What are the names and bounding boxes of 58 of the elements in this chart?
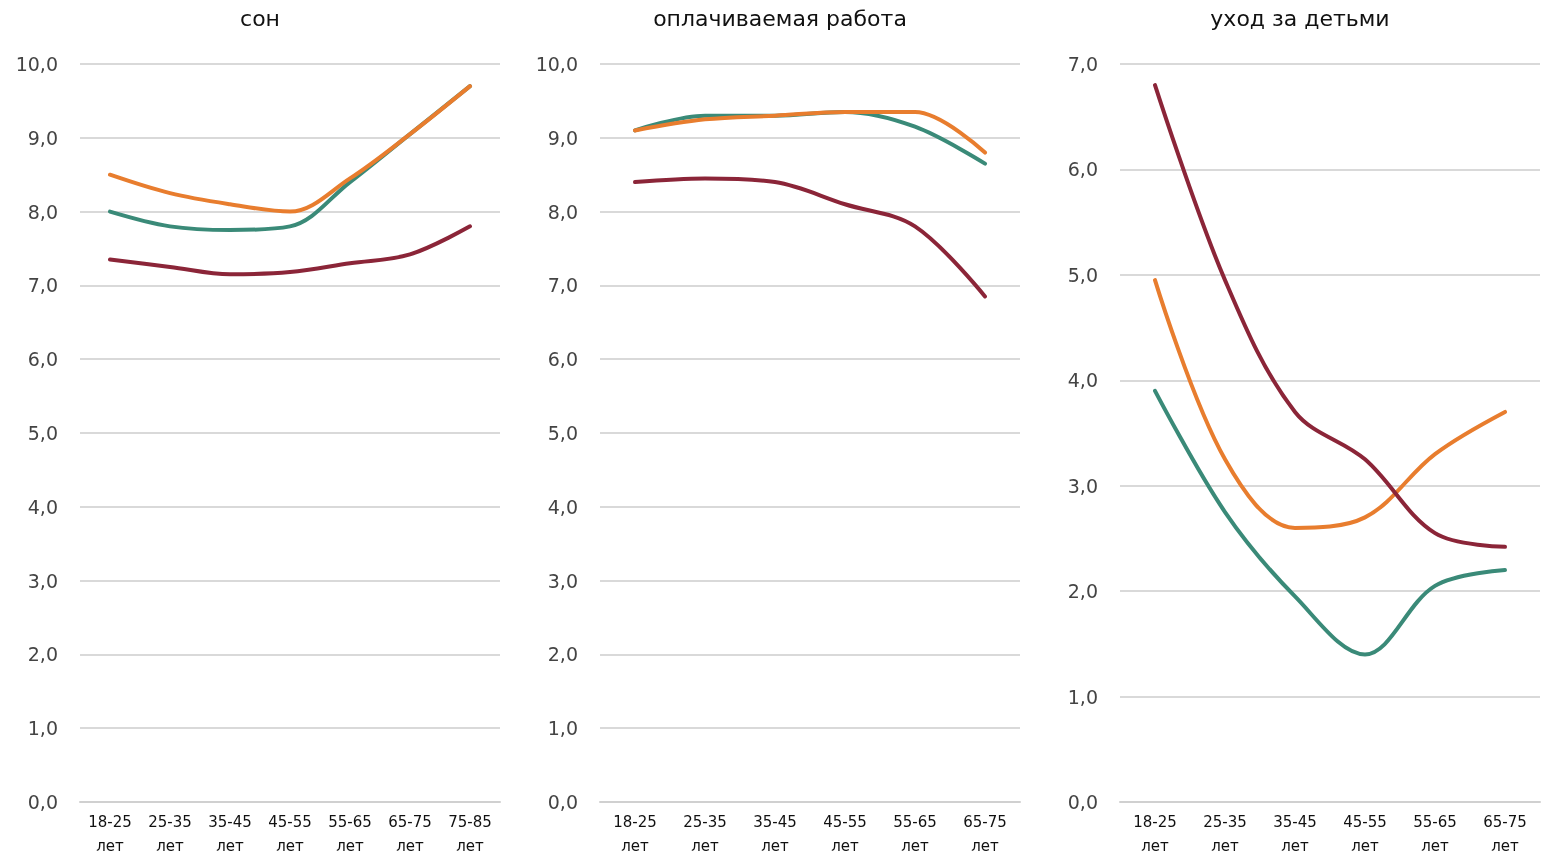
y-tick-label: 6,0: [27, 348, 58, 371]
y-tick-label: 0,0: [1067, 791, 1098, 813]
x-tick-label: 65-75 лет: [963, 813, 1007, 855]
x-tick-label: 55-65 лет: [893, 813, 937, 855]
chart-title: сон: [240, 5, 280, 31]
y-tick-label: 6,0: [547, 348, 578, 371]
line-series: [1153, 388, 1507, 657]
x-tick-label: 65-75 лет: [388, 813, 432, 855]
y-tick-label: 5,0: [547, 422, 578, 444]
y-tick-label: 3,0: [1067, 474, 1098, 497]
x-tick-label: 18-25 лет: [613, 813, 657, 855]
y-tick-label: 10,0: [15, 53, 58, 75]
line-series: [108, 224, 472, 277]
x-tick-label: 35-45 лет: [208, 813, 252, 855]
x-tick-label: 18-25 лет: [88, 813, 132, 855]
y-tick-label: 5,0: [1067, 263, 1098, 286]
y-tick-label: 0,0: [547, 791, 578, 813]
line-series: [1153, 278, 1507, 530]
line-series: [633, 109, 987, 155]
line-series: [1153, 83, 1507, 549]
y-tick-label: 1,0: [1067, 685, 1098, 708]
chart-title: оплачиваемая работа: [653, 5, 907, 31]
x-tick-label: 55-65 лет: [328, 813, 372, 855]
x-tick-label: 45-55 лет: [823, 813, 867, 855]
x-tick-label: 45-55 лет: [1343, 813, 1387, 855]
x-tick-label: 45-55 лет: [268, 813, 312, 855]
y-tick-label: 3,0: [547, 569, 578, 592]
x-tick-label: 25-35 лет: [683, 813, 727, 855]
x-tick-label: 25-35 лет: [148, 813, 192, 855]
x-tick-label: 55-65 лет: [1413, 813, 1457, 855]
x-tick-label: 35-45 лет: [1273, 813, 1317, 855]
line-series: [633, 176, 987, 299]
x-tick-label: 35-45 лет: [753, 813, 797, 855]
y-tick-label: 9,0: [547, 126, 578, 149]
x-tick-label: 75-85 лет: [448, 813, 492, 855]
y-tick-label: 4,0: [547, 495, 578, 518]
y-tick-label: 2,0: [547, 643, 578, 666]
x-tick-label: 18-25 лет: [1133, 813, 1177, 855]
y-tick-label: 2,0: [1067, 580, 1098, 603]
y-tick-label: 7,0: [1067, 53, 1098, 75]
x-tick-label: 65-75 лет: [1483, 813, 1527, 855]
y-tick-label: 6,0: [1067, 158, 1098, 181]
y-tick-label: 1,0: [27, 717, 58, 740]
y-tick-label: 7,0: [547, 274, 578, 297]
y-tick-label: 5,0: [27, 422, 58, 444]
y-tick-label: 1,0: [547, 717, 578, 740]
y-tick-label: 8,0: [27, 200, 58, 223]
y-tick-label: 2,0: [27, 643, 58, 666]
y-tick-label: 4,0: [27, 495, 58, 518]
y-tick-label: 9,0: [27, 126, 58, 149]
y-tick-label: 8,0: [547, 200, 578, 223]
y-tick-label: 10,0: [535, 53, 578, 75]
y-tick-label: 7,0: [27, 274, 58, 297]
y-tick-label: 3,0: [27, 569, 58, 592]
chart-title: уход за детьми: [1210, 5, 1390, 31]
x-tick-label: 25-35 лет: [1203, 813, 1247, 855]
y-tick-label: 0,0: [27, 791, 58, 813]
y-tick-label: 4,0: [1067, 369, 1098, 392]
